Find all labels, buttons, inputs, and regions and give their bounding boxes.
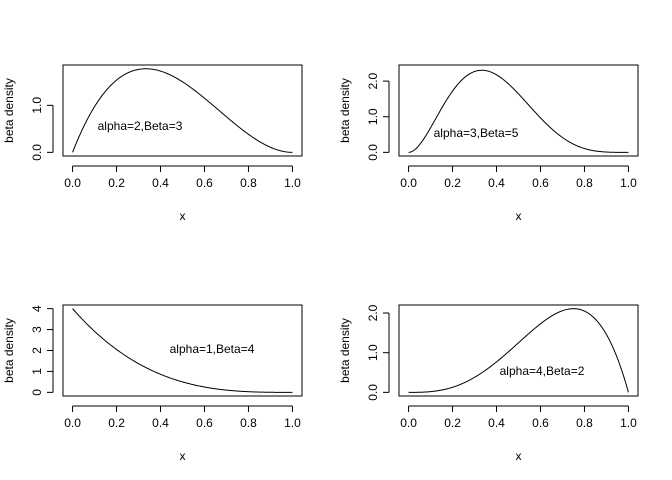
plot-frame [398,64,639,157]
x-tick-label: 1.0 [620,416,637,430]
panel-2: 0.0 0.2 0.4 0.6 0.8 1.0 0.0 1.0 2.0 x beta density… [338,64,639,223]
x-tick-label: 0.0 [400,176,417,190]
x-tick-label: 0.0 [400,416,417,430]
panel-4: 0.0 0.2 0.4 0.6 0.8 1.0 0.0 1.0 2.0 x beta density… [338,304,639,463]
y-tick-label: 0.0 [30,144,44,161]
x-tick-label: 0.2 [444,176,461,190]
x-tick-label: 0.0 [64,176,81,190]
x-axis-title: x [516,209,522,223]
density-curve [72,308,293,393]
x-tick-label: 0.2 [444,416,461,430]
y-tick-label: 2.0 [366,72,380,89]
parameter-annotation: alpha=4,Beta=2 [500,364,585,378]
y-axis-title: beta density [2,78,16,143]
x-tick-label: 1.0 [284,176,301,190]
x-tick-label: 0.6 [532,176,549,190]
x-tick-label: 1.0 [620,176,637,190]
parameter-annotation: alpha=1,Beta=4 [170,342,255,356]
density-curve [72,68,293,153]
x-tick-label: 1.0 [284,416,301,430]
plot-frame [62,304,303,397]
y-tick-label: 0.0 [366,144,380,161]
parameter-annotation: alpha=2,Beta=3 [98,119,183,133]
y-tick-label: 3 [30,326,44,333]
x-tick-label: 0.8 [576,176,593,190]
y-tick-label: 1.0 [30,97,44,114]
y-tick-label: 0.0 [366,384,380,401]
x-tick-label: 0.2 [108,416,125,430]
x-tick-label: 0.8 [240,416,257,430]
x-tick-label: 0.4 [152,176,169,190]
x-tick-label: 0.4 [488,416,505,430]
y-axis-title: beta density [338,318,352,383]
y-tick-label: 1 [30,368,44,375]
density-curve [408,69,629,153]
x-tick-label: 0.6 [196,416,213,430]
x-tick-label: 0.4 [152,416,169,430]
density-curve [408,308,629,393]
y-axis-title: beta density [2,318,16,383]
x-tick-label: 0.8 [576,416,593,430]
x-tick-label: 0.2 [108,176,125,190]
x-tick-label: 0.8 [240,176,257,190]
x-axis-title: x [180,449,186,463]
x-tick-label: 0.6 [196,176,213,190]
x-tick-label: 0.4 [488,176,505,190]
y-tick-label: 1.0 [366,344,380,361]
y-axis-title: beta density [338,78,352,143]
x-tick-label: 0.6 [532,416,549,430]
x-axis-title: x [180,209,186,223]
y-tick-label: 4 [30,305,44,312]
panel-1: 0.0 0.2 0.4 0.6 0.8 1.0 0.0 1.0 x beta density alp… [2,64,303,223]
y-tick-label: 1.0 [366,108,380,125]
x-axis-title: x [516,449,522,463]
panel-3: 0.0 0.2 0.4 0.6 0.8 1.0 0 1 2 3 4 x beta density alph… [2,304,303,463]
plot-frame [62,64,303,157]
plot-frame [398,304,639,397]
x-tick-label: 0.0 [64,416,81,430]
parameter-annotation: alpha=3,Beta=5 [434,126,519,140]
y-tick-label: 2.0 [366,304,380,321]
y-tick-label: 2 [30,347,44,354]
y-tick-label: 0 [30,389,44,396]
